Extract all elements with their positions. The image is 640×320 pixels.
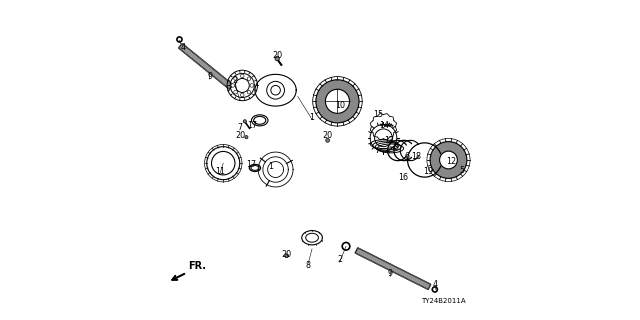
Text: 1: 1: [310, 113, 315, 122]
Circle shape: [325, 89, 349, 113]
Circle shape: [231, 84, 234, 87]
Text: TY24B2011A: TY24B2011A: [421, 298, 466, 304]
Text: 5: 5: [460, 166, 465, 175]
Text: 4: 4: [180, 43, 186, 52]
Polygon shape: [355, 248, 431, 290]
Circle shape: [241, 93, 244, 97]
Text: 20: 20: [272, 52, 282, 60]
Text: 15: 15: [372, 109, 383, 118]
Text: 7: 7: [237, 123, 243, 132]
Text: 17: 17: [246, 160, 256, 169]
Text: 20: 20: [323, 131, 333, 140]
Text: 11: 11: [215, 167, 225, 176]
Circle shape: [285, 254, 289, 258]
Circle shape: [234, 77, 237, 81]
Circle shape: [316, 80, 359, 123]
Text: 2: 2: [337, 255, 342, 264]
Text: 14: 14: [379, 121, 389, 130]
Text: 4: 4: [433, 280, 437, 289]
Text: 20: 20: [281, 250, 291, 259]
Text: 3: 3: [393, 143, 398, 152]
Text: 18: 18: [411, 152, 421, 161]
Text: 13: 13: [384, 136, 394, 145]
Text: FR.: FR.: [188, 261, 206, 271]
Text: 10: 10: [335, 101, 346, 110]
Circle shape: [243, 120, 246, 123]
Circle shape: [250, 84, 253, 87]
Text: 6: 6: [404, 152, 410, 161]
Text: 8: 8: [306, 261, 311, 270]
Circle shape: [247, 77, 251, 81]
Circle shape: [234, 91, 237, 94]
Text: 12: 12: [447, 157, 457, 166]
Circle shape: [326, 139, 330, 142]
Text: 17: 17: [247, 121, 257, 130]
Circle shape: [430, 142, 467, 178]
Text: 9: 9: [387, 269, 392, 278]
Text: 1: 1: [268, 163, 273, 172]
Text: 20: 20: [235, 132, 245, 140]
Circle shape: [245, 136, 248, 139]
Text: 2: 2: [232, 76, 237, 84]
Polygon shape: [179, 44, 233, 89]
Text: 9: 9: [207, 72, 212, 81]
Text: 19: 19: [424, 167, 433, 176]
Circle shape: [241, 74, 244, 78]
Circle shape: [275, 56, 280, 61]
Text: 16: 16: [398, 173, 408, 182]
Circle shape: [247, 91, 251, 94]
Circle shape: [440, 151, 458, 169]
